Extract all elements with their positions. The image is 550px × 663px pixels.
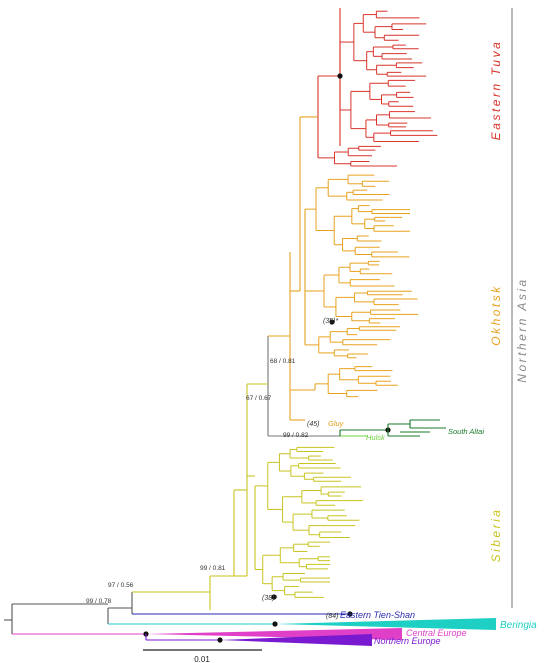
support-node-68: 68 / 0.81 [270,358,296,365]
tree-branches [4,8,496,646]
region-label-northern-asia: Northern Asia [515,277,529,382]
clade-label-okhotsk: Okhotsk [489,284,503,346]
clade-label-hulsk: Hulsk [366,433,386,442]
count-label-okhotsk-inner: (35)* [323,318,338,325]
clade-label-siberia: Siberia [489,508,503,563]
node-dot-tien-shan [347,611,353,617]
support-node-99-siberia: 99 / 0.81 [200,565,226,572]
clade-label-northern-europe: Northern Europe [374,636,441,646]
count-label-gluy: (45) [307,421,319,428]
support-root: 99 / 0.78 [86,598,112,605]
clade-label-central-europe: Central Europe [406,628,467,638]
support-node-99-altai: 99 / 0.82 [283,432,309,439]
clade-label-south-altai: South Altai [448,427,484,436]
clade-label-eastern-tuva: Eastern Tuva [489,40,503,140]
node-dot-northern-europe [217,637,223,643]
node-dot-eastern-tuva [337,73,343,79]
clade-label-gluy: Gluy [328,419,345,428]
clade-triangle-northern-europe [220,634,372,646]
node-dot-okhotsk-inner [329,319,335,325]
count-label-siberia-inner: (38)* [262,595,277,602]
clade-label-beringia: Beringia [500,620,537,631]
support-node-97: 97 / 0.56 [108,582,134,589]
count-label-tien-shan: (84) [326,613,338,620]
scale-bar-label: 0.01 [194,655,210,663]
clade-label-eastern-tien-shan: Eastern Tien-Shan [340,610,415,620]
node-dot-siberia-inner [271,594,277,600]
node-dot-beringia [272,621,278,627]
support-node-67: 67 / 0.67 [246,395,272,402]
clade-triangle-beringia [275,618,496,630]
